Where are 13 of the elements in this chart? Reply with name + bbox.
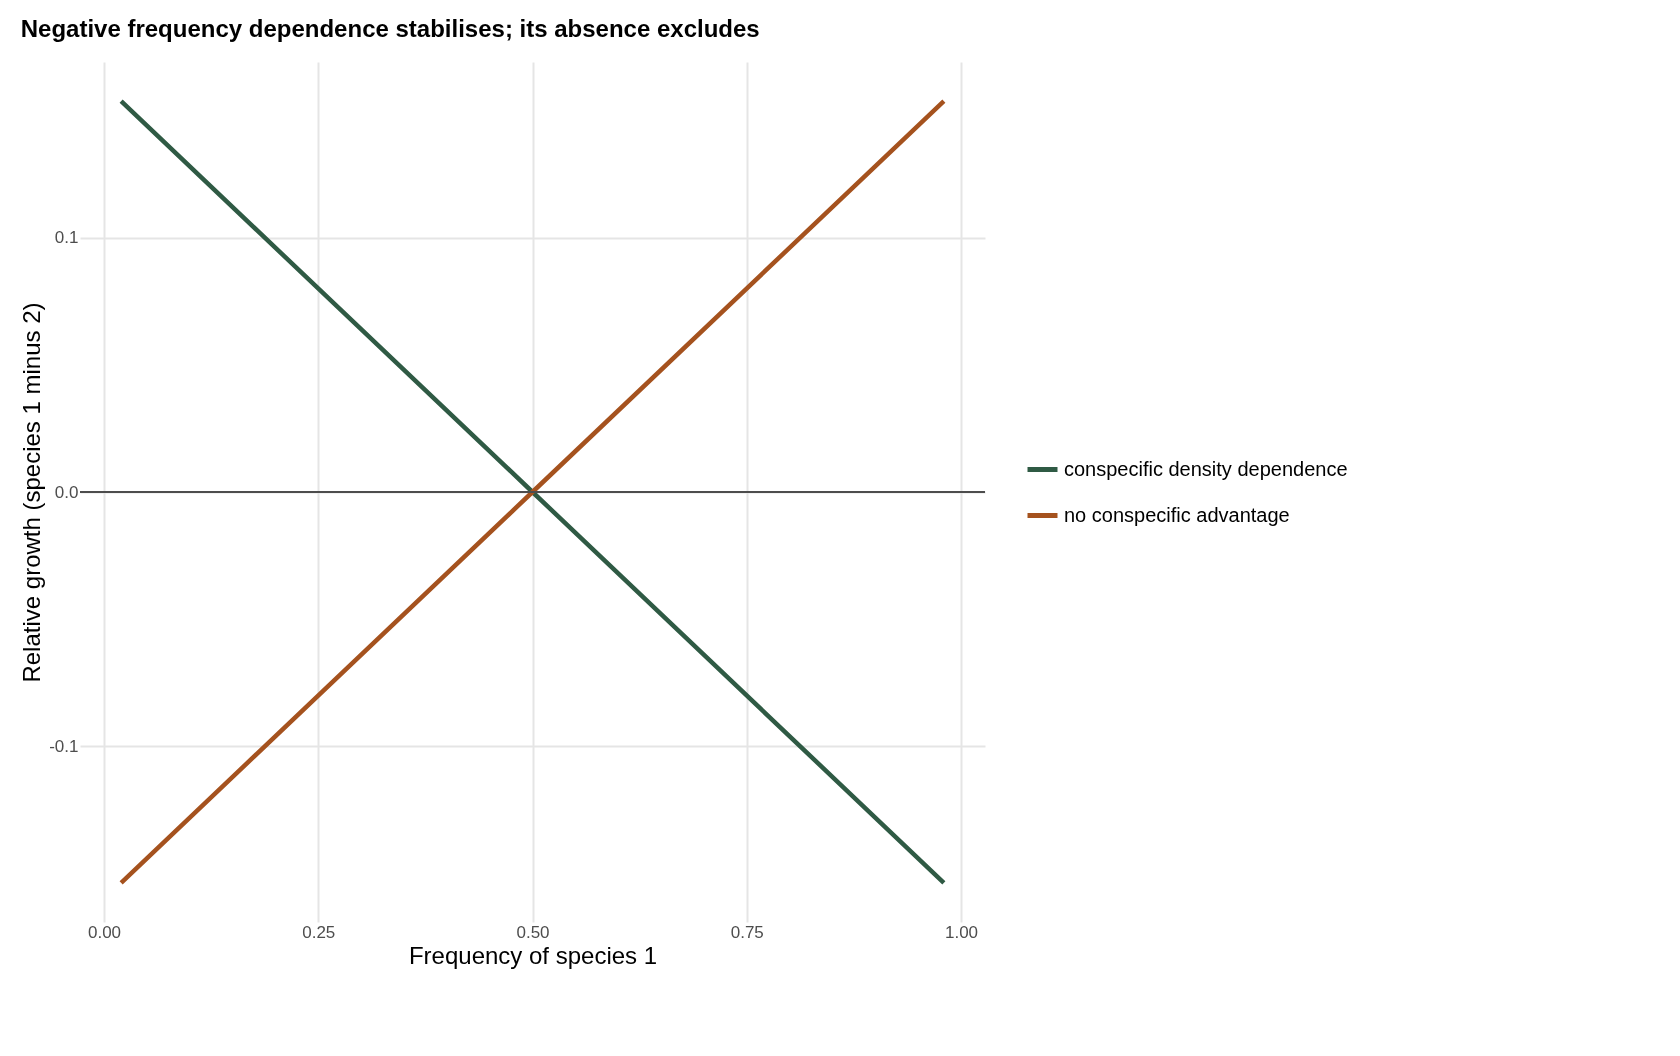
x-tick-label: 0.50 <box>516 922 550 942</box>
x-tick-label: 0.25 <box>302 922 336 942</box>
x-tick-label: 0.00 <box>87 922 122 942</box>
y-tick-label: 0.1 <box>54 228 79 248</box>
legend-label: conspecific density dependence <box>1064 457 1348 480</box>
y-tick-label: 0.0 <box>54 482 79 502</box>
x-tick-label: 0.75 <box>730 922 764 942</box>
chart-title: Negative frequency dependence stabilises; its absence excludes <box>20 15 760 42</box>
legend-label: no conspecific advantage <box>1064 503 1290 526</box>
y-tick-label: -0.1 <box>49 736 79 756</box>
x-axis-title: Frequency of species 1 <box>408 941 658 969</box>
x-tick-label: 1.00 <box>944 922 979 942</box>
y-axis-title: Relative growth (species 1 minus 2) <box>18 302 46 683</box>
